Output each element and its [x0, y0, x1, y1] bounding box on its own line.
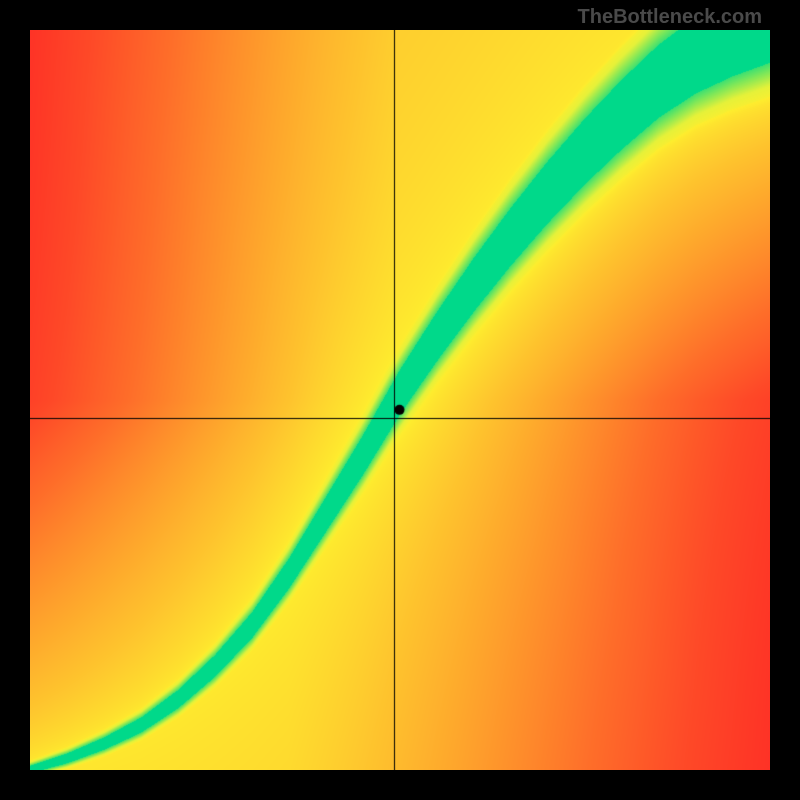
heatmap-plot — [30, 30, 770, 770]
heatmap-canvas — [30, 30, 770, 770]
watermark-text: TheBottleneck.com — [578, 6, 762, 29]
